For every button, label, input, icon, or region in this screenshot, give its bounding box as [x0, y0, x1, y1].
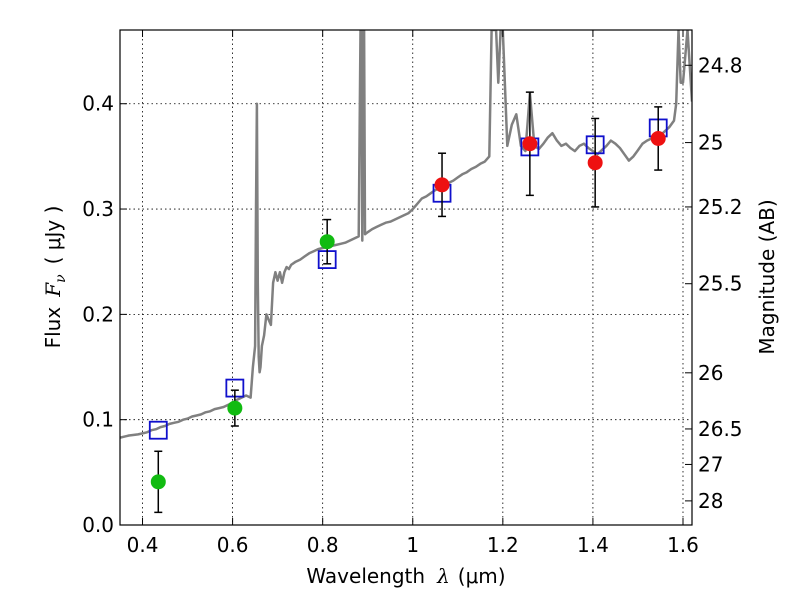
x-tick-label: 1 [406, 533, 419, 557]
x-tick-labels: 0.4 0.6 0.8 1 1.2 1.4 1.6 [127, 533, 699, 557]
y-tick-label: 0.0 [82, 513, 114, 537]
y2-tick-label: 27 [698, 452, 723, 476]
x-tick-label: 1.4 [577, 533, 609, 557]
plot-frame [119, 29, 693, 526]
y2-axis-title: Magnitude (AB) [755, 199, 779, 354]
model-square-point [148, 420, 168, 440]
x-tick-label: 1.2 [487, 533, 519, 557]
observed-point [227, 400, 243, 416]
y-tick-label: 0.2 [82, 302, 114, 326]
x-tick-label: 1.6 [667, 533, 699, 557]
y2-tick-label: 26.5 [698, 417, 743, 441]
spectrum-line [120, 30, 692, 439]
x-tick-label: 0.8 [307, 533, 339, 557]
observed-point-layer [150, 130, 666, 490]
y-tick-label: 0.4 [82, 92, 114, 116]
y2-tick-label: 25 [698, 131, 723, 155]
x-tick-label: 0.4 [127, 533, 159, 557]
observed-point [319, 234, 335, 250]
x-tick-label: 0.6 [217, 533, 249, 557]
y2-tick-label: 28 [698, 489, 723, 513]
error-bar-layer [154, 91, 663, 514]
spectrum-layer [120, 30, 692, 439]
y-tick-label: 0.3 [82, 197, 114, 221]
model-square-layer [148, 118, 668, 440]
x-axis-title: Wavelength λ (μm) [306, 564, 505, 588]
observed-point [150, 474, 166, 490]
y2-tick-labels: 24.8 25 25.2 25.5 26 26.5 27 28 [698, 53, 743, 513]
observed-point [434, 177, 450, 193]
y-tick-labels: 0.0 0.1 0.2 0.3 0.4 [82, 92, 114, 537]
tick-marks [120, 30, 692, 526]
y-axis-title: FluxFν( μJy ) [41, 206, 69, 349]
y2-tick-label: 25.5 [698, 272, 743, 296]
y2-tick-label: 24.8 [698, 53, 743, 77]
grid [120, 30, 692, 526]
observed-point [587, 155, 603, 171]
observed-point [650, 130, 666, 146]
y-tick-label: 0.1 [82, 408, 114, 432]
observed-point [522, 136, 538, 152]
y2-tick-label: 26 [698, 361, 723, 385]
y2-tick-label: 25.2 [698, 195, 743, 219]
